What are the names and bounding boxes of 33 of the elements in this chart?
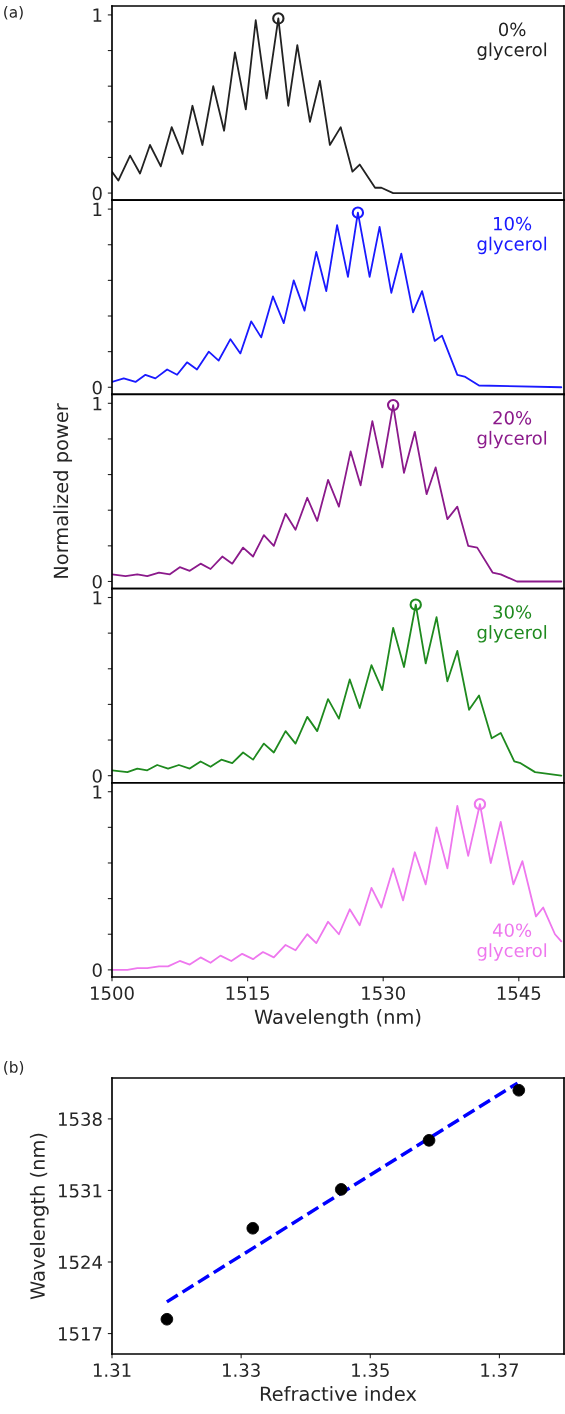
y-axis-title: Wavelength (nm) <box>29 1133 49 1300</box>
x-tick-label: 1.31 <box>93 1363 131 1377</box>
x-axis-title: Wavelength (nm) <box>254 1009 421 1028</box>
x-tick-label: 1500 <box>91 986 134 1000</box>
text: (a) <box>4 6 23 20</box>
text: (b) <box>4 1061 24 1075</box>
series-label: 30% glycerol <box>477 605 547 643</box>
y-tick-label: 1531 <box>59 1183 102 1198</box>
text: 0% glycerol <box>477 22 547 60</box>
y-tick-label: 0 <box>92 574 102 589</box>
text: 10% glycerol <box>477 216 547 255</box>
y-tick-label: 0 <box>92 963 102 977</box>
x-tick-label: 1545 <box>497 986 541 1000</box>
series-label: 40% glycerol <box>477 923 547 961</box>
y-tick-label: 0 <box>92 769 102 783</box>
x-tick-label: 1530 <box>362 986 405 1000</box>
y-tick-label: 1517 <box>59 1327 102 1341</box>
y-tick-label: 1524 <box>59 1255 102 1270</box>
y-tick-label: 0 <box>92 186 102 201</box>
x-axis-title: Refractive index <box>260 1386 417 1402</box>
y-tick-label: 1 <box>93 591 102 605</box>
y-tick-label: 1 <box>93 8 102 22</box>
y-tick-label: 0 <box>92 380 102 395</box>
y-tick-label: 1 <box>93 785 102 799</box>
x-tick-label: 1.33 <box>223 1363 260 1377</box>
y-tick-label: 1 <box>93 202 102 216</box>
y-axis-title: Normalized power <box>53 403 73 578</box>
text: 20% glycerol <box>477 410 547 449</box>
x-tick-label: 1.35 <box>352 1363 389 1377</box>
x-tick-label: 1515 <box>226 986 269 1000</box>
x-tick-label: 1.37 <box>481 1363 518 1377</box>
y-tick-label: 1538 <box>59 1112 102 1127</box>
y-tick-label: 1 <box>93 397 102 411</box>
